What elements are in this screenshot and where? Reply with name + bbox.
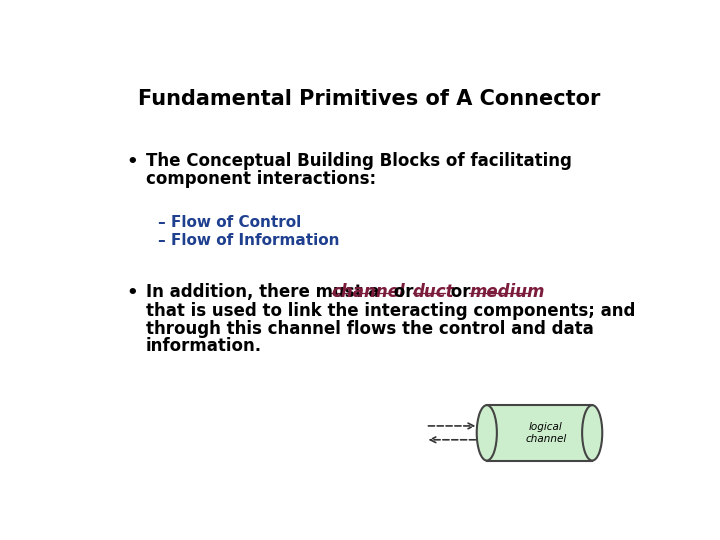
- Text: duct: duct: [413, 283, 454, 301]
- Text: The Conceptual Building Blocks of facilitating: The Conceptual Building Blocks of facili…: [145, 152, 572, 170]
- Text: or: or: [388, 283, 420, 301]
- Text: Fundamental Primitives of A Connector: Fundamental Primitives of A Connector: [138, 90, 600, 110]
- Text: – Flow of Information: – Flow of Information: [158, 233, 340, 248]
- Text: •: •: [127, 153, 138, 171]
- Text: information.: information.: [145, 338, 262, 355]
- Text: channel: channel: [331, 283, 405, 301]
- Bar: [487, 405, 593, 461]
- Ellipse shape: [582, 405, 602, 461]
- Text: logical
channel: logical channel: [525, 422, 567, 444]
- Text: component interactions:: component interactions:: [145, 170, 376, 187]
- Ellipse shape: [477, 405, 497, 461]
- Text: •: •: [127, 284, 138, 302]
- Text: In addition, there must a: In addition, there must a: [145, 283, 385, 301]
- Text: that is used to link the interacting components; and: that is used to link the interacting com…: [145, 302, 635, 320]
- Text: through this channel flows the control and data: through this channel flows the control a…: [145, 320, 593, 338]
- Text: – Flow of Control: – Flow of Control: [158, 215, 302, 230]
- Text: or: or: [445, 283, 476, 301]
- Text: medium: medium: [469, 283, 544, 301]
